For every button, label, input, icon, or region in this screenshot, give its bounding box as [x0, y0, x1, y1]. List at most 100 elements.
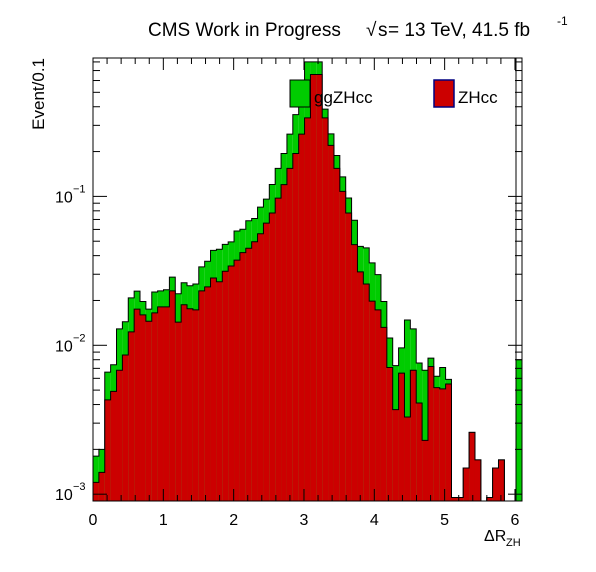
bar-ZHcc-45	[357, 271, 364, 501]
x-tick-label-1: 1	[159, 512, 168, 529]
legend-label-ZHcc: ZHcc	[458, 88, 498, 107]
bar-ZHcc-38	[316, 74, 323, 501]
bar-ZHcc-47	[369, 301, 376, 501]
bar-ZHcc-29	[263, 223, 270, 501]
x-axis-label: ΔR ZH	[484, 528, 521, 549]
bar-ggZHcc-overflow	[515, 359, 523, 502]
series-ZHcc	[92, 74, 522, 502]
legend: ggZHcc ZHcc	[289, 79, 498, 108]
bar-ZHcc-15	[181, 304, 188, 501]
bar-ZHcc-24	[234, 260, 240, 501]
bar-ZHcc-34	[292, 153, 299, 501]
x-tick-label-5: 5	[440, 512, 449, 529]
bar-ZHcc-43	[345, 212, 352, 501]
bar-ZHcc-37	[310, 74, 317, 501]
bar-ZHcc-5	[122, 355, 129, 501]
bar-ZHcc-30	[269, 213, 276, 502]
outline-ggZHcc	[92, 61, 522, 502]
x-tick-label-3: 3	[300, 512, 309, 529]
x-tick-label-6: 6	[511, 512, 520, 529]
bar-ZHcc-58	[433, 387, 440, 501]
bar-ZHcc-41	[333, 168, 340, 501]
bar-ZHcc-40	[328, 145, 334, 501]
bar-ZHcc-19	[204, 286, 211, 501]
bar-ggZHcc-53	[404, 319, 411, 501]
x-axis-label-sub: ZH	[506, 537, 521, 549]
bar-ggZHcc-56	[422, 370, 428, 501]
bar-ZHcc-54	[410, 370, 417, 501]
legend-swatch-ggZHcc	[289, 79, 311, 108]
bar-ZHcc-10	[151, 312, 158, 501]
bar-ZHcc-13	[169, 290, 176, 501]
bar-ZHcc-16	[187, 308, 193, 501]
x-tick-label-4: 4	[370, 512, 379, 529]
bar-ZHcc-46	[363, 284, 370, 501]
outline-ZHcc	[92, 74, 522, 502]
bar-ZHcc-63	[463, 467, 470, 501]
bar-ZHcc-36	[304, 117, 311, 502]
bar-ZHcc-28	[257, 233, 264, 501]
y-tick-label-base-2: 10	[55, 487, 73, 504]
x-tick-label-2: 2	[229, 512, 238, 529]
bar-ZHcc-3	[110, 391, 117, 501]
y-tick-label-base-0: 10	[55, 189, 73, 206]
energy-label: √ s = 13 TeV, 41.5 fb -1	[366, 14, 568, 41]
bar-ZHcc-50	[386, 367, 393, 501]
bar-ZHcc-35	[298, 134, 305, 501]
bar-ZHcc-0	[93, 482, 99, 501]
bar-ZHcc-22	[222, 271, 229, 501]
chart-title: CMS Work in Progress	[148, 20, 341, 41]
bar-ZHcc-17	[192, 309, 199, 501]
bar-ZHcc-56	[422, 440, 428, 501]
legend-label-ggZHcc: ggZHcc	[314, 88, 373, 107]
axis-ticks: 0 1 2 3 4 5 610−110−210−3	[55, 58, 522, 529]
bar-ZHcc-53	[404, 416, 411, 501]
bar-ZHcc-39	[322, 117, 329, 502]
bar-ZHcc-21	[216, 281, 223, 501]
bar-ZHcc-33	[286, 168, 293, 501]
bar-ZHcc-4	[116, 370, 123, 501]
bar-ZHcc-8	[140, 314, 146, 501]
bar-ZHcc-14	[175, 322, 182, 501]
bar-ZHcc-57	[427, 366, 434, 501]
bar-ZHcc-62	[457, 497, 464, 501]
bar-ZHcc-48	[375, 309, 381, 501]
bar-ZHcc-27	[251, 241, 258, 502]
bar-ZHcc-25	[239, 252, 246, 501]
bar-ZHcc-68	[492, 467, 499, 501]
bar-ZHcc-69	[498, 459, 505, 501]
y-tick-label-exp-2: −3	[73, 481, 86, 493]
lumi-exponent: -1	[557, 14, 568, 28]
bar-ZHcc-67	[486, 497, 493, 501]
bar-ZHcc-65	[474, 459, 481, 501]
plot-frame	[92, 57, 523, 502]
bar-ZHcc-6	[128, 331, 135, 501]
y-tick-label-exp-1: −2	[73, 332, 86, 344]
bar-ZHcc-32	[281, 184, 287, 501]
bar-ZHcc-64	[469, 432, 475, 501]
bar-ZHcc-26	[245, 248, 252, 501]
bar-ZHcc-11	[157, 306, 164, 501]
bar-ZHcc-31	[275, 198, 282, 501]
bar-ZHcc-49	[380, 327, 387, 501]
sqrt-symbol: √	[366, 20, 377, 41]
bar-ZHcc-44	[351, 244, 358, 502]
y-tick-label-base-1: 10	[55, 338, 73, 355]
x-tick-label-0: 0	[89, 512, 98, 529]
bar-ZHcc-42	[339, 191, 346, 501]
bar-ZHcc-1	[98, 472, 105, 501]
bar-ZHcc-18	[198, 290, 205, 501]
bar-ZHcc-60	[445, 383, 452, 501]
bar-ZHcc-9	[145, 321, 152, 501]
y-axis-label: Event/0.1	[29, 58, 48, 130]
bar-ZHcc-12	[163, 306, 170, 501]
energy-s: s	[378, 20, 388, 41]
bar-ZHcc-59	[439, 388, 446, 501]
bar-ZHcc-61	[451, 497, 458, 501]
bar-ZHcc-52	[398, 373, 405, 501]
legend-swatch-ZHcc	[433, 79, 455, 108]
bar-ZHcc-55	[416, 402, 423, 501]
x-axis-label-main: ΔR	[484, 528, 506, 545]
energy-value: = 13 TeV, 41.5 fb	[388, 20, 530, 41]
